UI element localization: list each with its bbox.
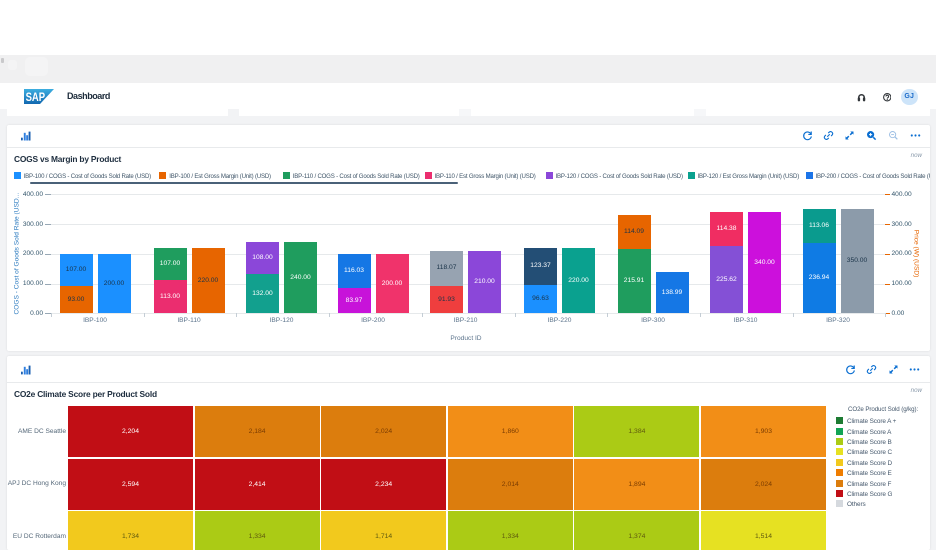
- svg-text:SAP: SAP: [26, 92, 46, 104]
